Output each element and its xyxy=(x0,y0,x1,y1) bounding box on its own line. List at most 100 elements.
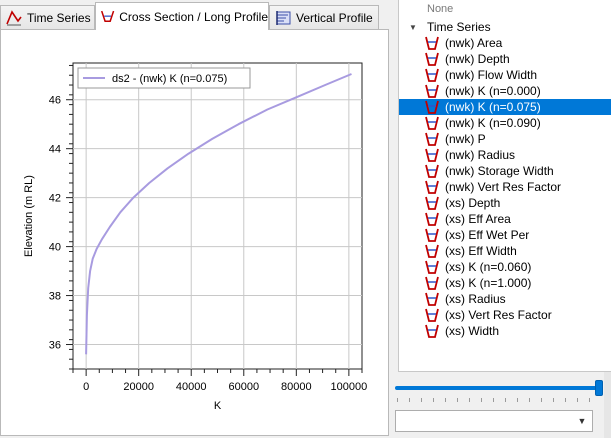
tree-item-label: (nwk) Storage Width xyxy=(445,164,554,178)
tree-item-label: (xs) Vert Res Factor xyxy=(445,308,552,322)
time-slider[interactable] xyxy=(395,380,607,402)
chevron-down-icon[interactable]: ▼ xyxy=(577,416,587,426)
tree-item-label: (nwk) K (n=0.000) xyxy=(445,84,541,98)
tree-item-label: (xs) Eff Width xyxy=(445,244,517,258)
tree-item-label: (xs) Depth xyxy=(445,196,501,210)
tab-time-series[interactable]: Time Series xyxy=(0,5,95,29)
slider-groove xyxy=(395,386,601,390)
right-panel: None ▼ Time Series (nwk) Area (nwk) Depth… xyxy=(391,0,611,438)
tree-item-label: (nwk) P xyxy=(445,132,486,146)
plot-area xyxy=(72,62,363,370)
tree-item-label: (nwk) K (n=0.075) xyxy=(445,100,541,114)
cross-section-icon xyxy=(425,228,439,242)
y-tick-label: 42 xyxy=(49,193,61,205)
cross-section-icon xyxy=(425,308,439,322)
tree-item-label: (nwk) K (n=0.090) xyxy=(445,116,541,130)
tree-item-label: (xs) Eff Wet Per xyxy=(445,228,530,242)
tree-item[interactable]: (nwk) Depth xyxy=(399,51,611,67)
cross-section-icon xyxy=(100,10,115,22)
tab-bar: Time Series Cross Section / Long Profile… xyxy=(0,0,391,30)
y-axis-label: Elevation (m RL) xyxy=(23,175,35,257)
tree-item-label: (xs) K (n=0.060) xyxy=(445,260,532,274)
x-axis-label: K xyxy=(214,400,222,412)
result-combo-box[interactable]: ▼ xyxy=(395,410,593,432)
tree-item[interactable]: (nwk) Storage Width xyxy=(399,163,611,179)
tree-item[interactable]: (xs) Width xyxy=(399,323,611,339)
x-tick-label: 100000 xyxy=(331,381,368,393)
cross-section-icon xyxy=(425,132,439,146)
legend: ds2 - (nwk) K (n=0.075) xyxy=(77,67,251,89)
slider-ticks xyxy=(397,398,601,402)
series-line[interactable] xyxy=(85,73,352,355)
x-tick-label: 80000 xyxy=(281,381,312,393)
cross-section-icon xyxy=(425,276,439,290)
tree-item[interactable]: (xs) K (n=1.000) xyxy=(399,275,611,291)
cross-section-icon xyxy=(425,196,439,210)
left-panel: Time Series Cross Section / Long Profile… xyxy=(0,0,391,436)
tick-labels: 0 20000 40000 60000 80000 100000 36 38 40 42 44 46 xyxy=(49,95,367,393)
tree-item[interactable]: (nwk) K (n=0.000) xyxy=(399,83,611,99)
cross-section-icon xyxy=(425,180,439,194)
cross-section-icon xyxy=(425,212,439,226)
tree-item[interactable]: (xs) K (n=0.060) xyxy=(399,259,611,275)
series-layer xyxy=(85,73,352,355)
cross-section-icon xyxy=(425,84,439,98)
x-tick-label: 60000 xyxy=(228,381,259,393)
tree-item-label: (nwk) Area xyxy=(445,36,503,50)
tab-vertical-profile[interactable]: Vertical Profile xyxy=(269,5,379,29)
tree-item[interactable]: (nwk) K (n=0.075) xyxy=(399,99,611,115)
tree-item[interactable]: (xs) Eff Width xyxy=(399,243,611,259)
cross-section-icon xyxy=(425,324,439,338)
slider-handle[interactable] xyxy=(595,380,603,396)
tree-item[interactable]: (xs) Depth xyxy=(399,195,611,211)
collapse-arrow-icon[interactable]: ▼ xyxy=(409,22,417,32)
plot-panel: 0 20000 40000 60000 80000 100000 36 38 40 42 44 46 … xyxy=(0,29,389,436)
vertical-profile-icon xyxy=(276,10,291,25)
result-type-tree[interactable]: None ▼ Time Series (nwk) Area (nwk) Depth… xyxy=(398,0,611,372)
tree-item[interactable]: (nwk) K (n=0.090) xyxy=(399,115,611,131)
legend-entry: ds2 - (nwk) K (n=0.075) xyxy=(112,73,227,85)
y-tick-label: 36 xyxy=(49,340,61,352)
cross-section-icon xyxy=(425,36,439,50)
tree-item[interactable]: (nwk) P xyxy=(399,131,611,147)
cross-section-icon xyxy=(425,100,439,114)
y-tick-label: 40 xyxy=(49,242,61,254)
cross-section-icon xyxy=(425,292,439,306)
axis-ticks xyxy=(66,64,363,376)
tree-item-label: (nwk) Vert Res Factor xyxy=(445,180,562,194)
x-tick-label: 20000 xyxy=(123,381,154,393)
cross-section-icon xyxy=(425,68,439,82)
tab-label: Time Series xyxy=(27,10,91,25)
tree-item[interactable]: (nwk) Area xyxy=(399,35,611,51)
tree-item[interactable]: (xs) Eff Wet Per xyxy=(399,227,611,243)
line-chart[interactable]: 0 20000 40000 60000 80000 100000363840424446 … xyxy=(1,30,388,435)
tree-item[interactable]: (xs) Vert Res Factor xyxy=(399,307,611,323)
tree-none-item[interactable]: None xyxy=(427,3,454,15)
cross-section-icon xyxy=(425,164,439,178)
legend-box xyxy=(77,67,251,89)
cross-section-icon xyxy=(425,52,439,66)
grid xyxy=(73,63,362,369)
cross-section-icon xyxy=(425,148,439,162)
tab-cross-section[interactable]: Cross Section / Long Profile xyxy=(95,2,269,30)
time-series-icon xyxy=(6,9,22,25)
tree-item[interactable]: (nwk) Radius xyxy=(399,147,611,163)
tree-item-label: (nwk) Flow Width xyxy=(445,68,538,82)
cross-section-icon xyxy=(425,116,439,130)
cross-section-icon xyxy=(425,260,439,274)
cross-section-icon xyxy=(425,244,439,258)
scroll-strip xyxy=(604,372,611,438)
tree-item[interactable]: (nwk) Flow Width xyxy=(399,67,611,83)
y-tick-label: 38 xyxy=(49,291,61,303)
tree-item-label: (nwk) Radius xyxy=(445,148,516,162)
tree-item-label: (xs) Radius xyxy=(445,292,506,306)
tree-group-label: Time Series xyxy=(427,20,491,34)
y-tick-label: 46 xyxy=(49,95,61,107)
tree-item-label: (xs) Width xyxy=(445,324,499,338)
x-tick-label: 40000 xyxy=(176,381,207,393)
tree-item[interactable]: (nwk) Vert Res Factor xyxy=(399,179,611,195)
tree-item[interactable]: (xs) Radius xyxy=(399,291,611,307)
tree-item[interactable]: (xs) Eff Area xyxy=(399,211,611,227)
tree-group-time-series[interactable]: ▼ Time Series xyxy=(399,19,491,35)
tree-item-label: (xs) K (n=1.000) xyxy=(445,276,532,290)
